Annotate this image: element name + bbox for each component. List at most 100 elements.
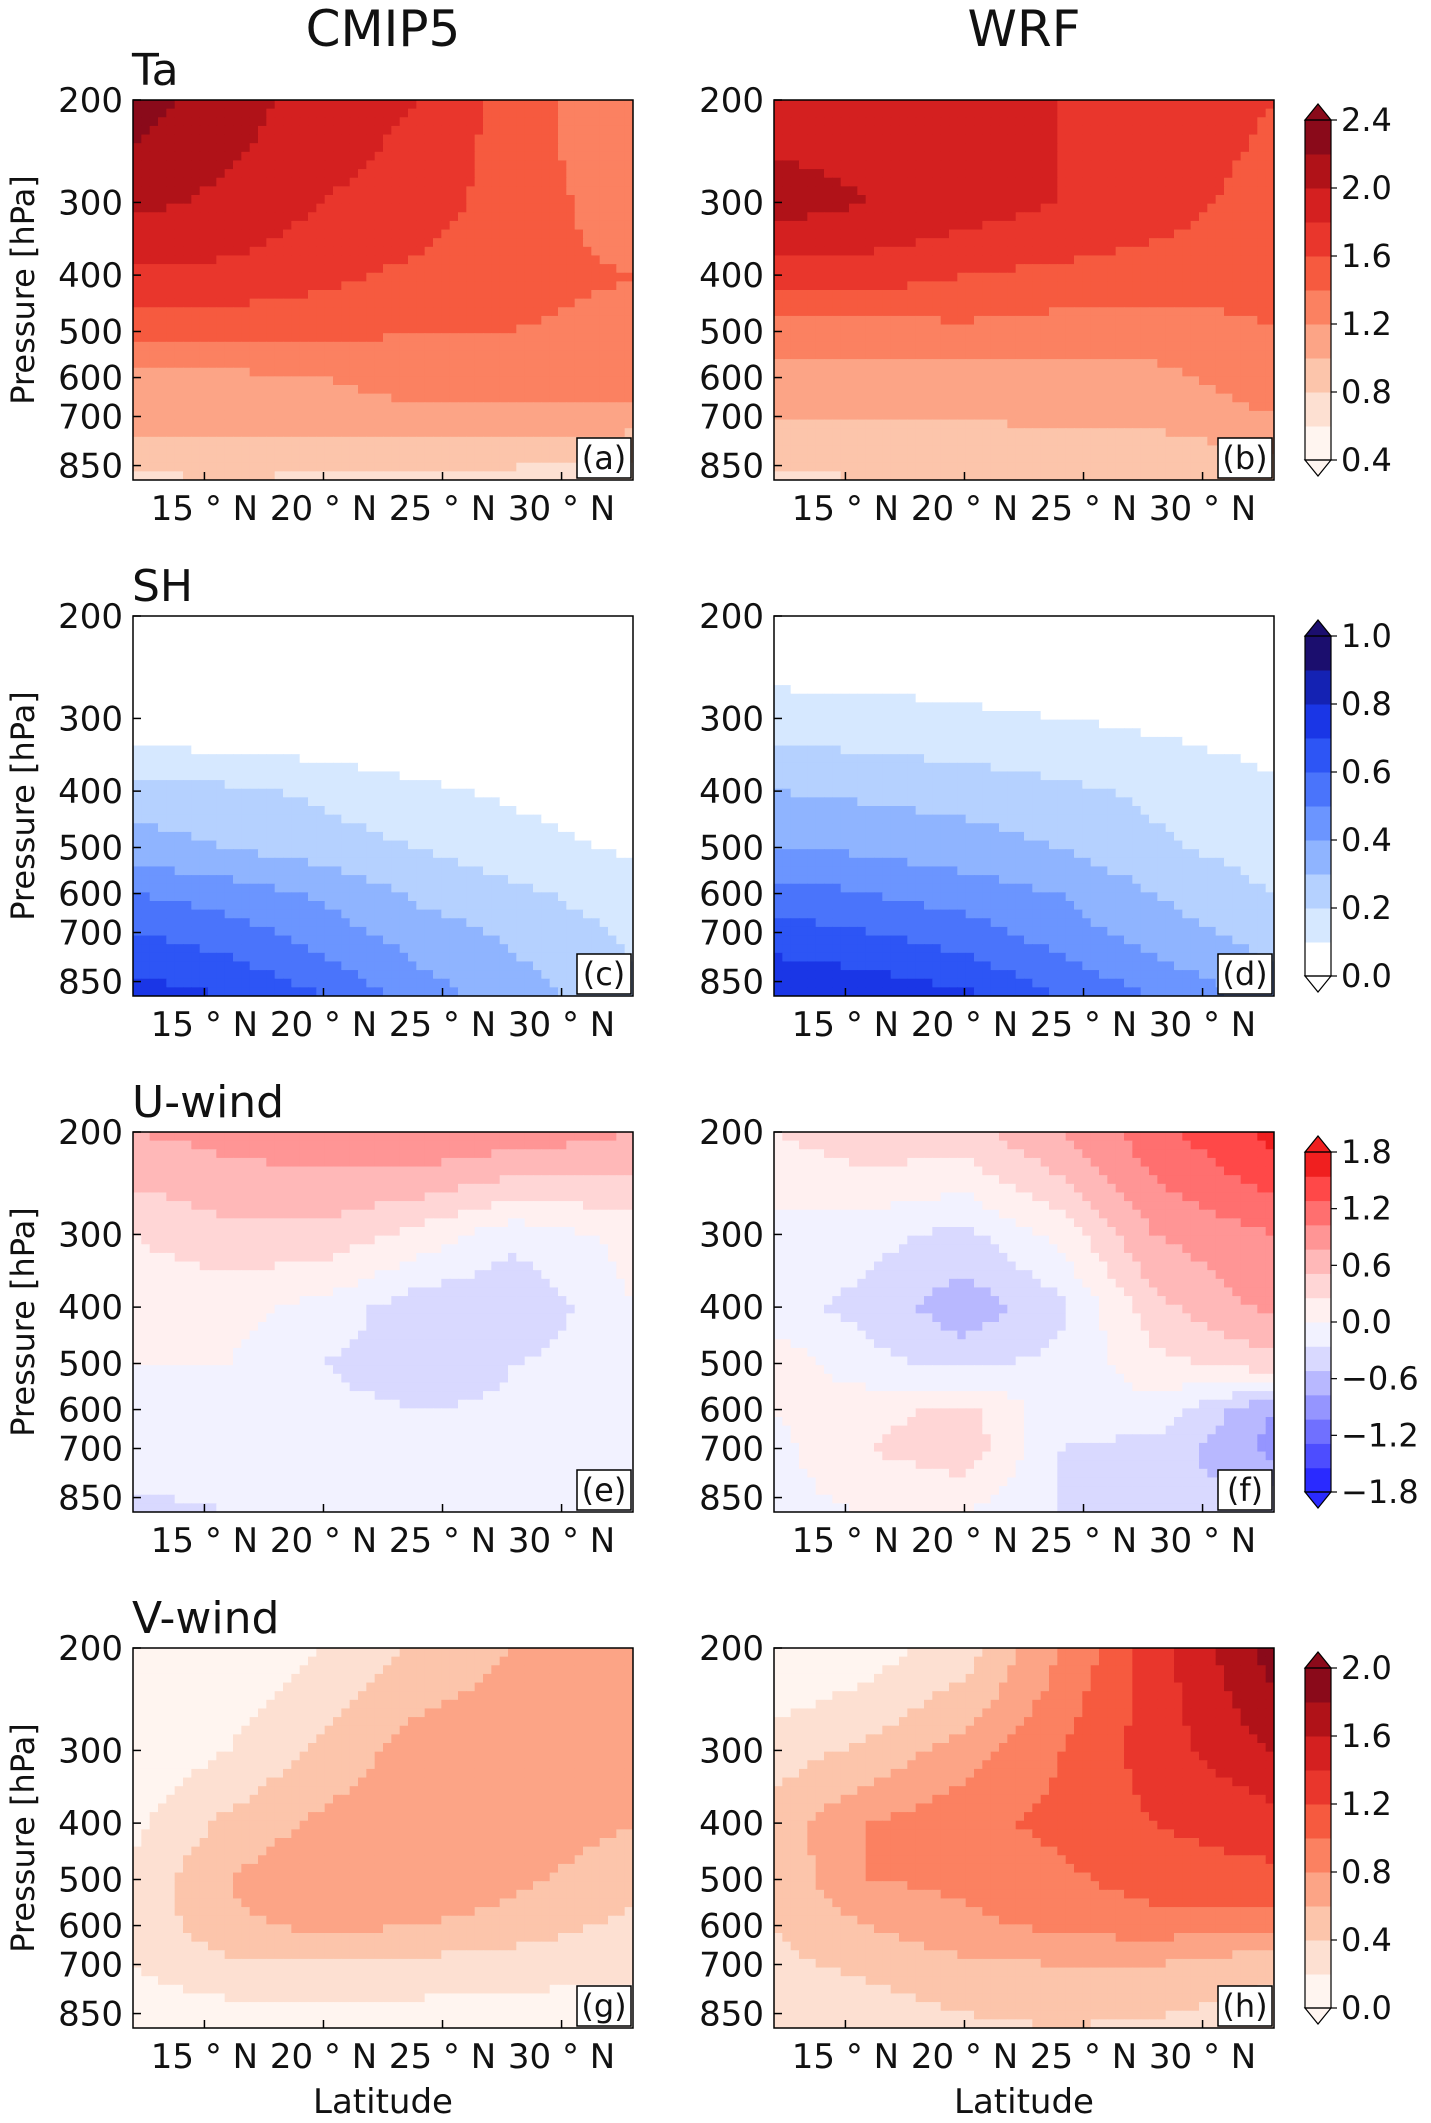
contour-cell [924, 195, 933, 205]
contour-cell [832, 393, 842, 403]
contour-cell [1157, 376, 1167, 386]
contour-cell [1232, 151, 1242, 162]
contour-cell [1082, 307, 1092, 317]
contour-cell [932, 341, 942, 352]
contour-cell [849, 350, 858, 360]
contour-cell [1107, 402, 1117, 412]
contour-cell [932, 220, 942, 231]
contour-cell [782, 177, 792, 187]
contour-cell [899, 410, 908, 421]
contour-cell [1240, 307, 1250, 317]
contour-cell [1099, 376, 1108, 386]
contour-cell [982, 186, 992, 196]
contour-cell [483, 298, 492, 308]
contour-cell [224, 220, 234, 231]
contour-cell [1265, 203, 1274, 213]
contour-cell [591, 290, 601, 300]
contour-cell [815, 428, 825, 438]
contour-cell [508, 359, 517, 369]
contour-cell [591, 385, 601, 395]
contour-cell [474, 445, 484, 455]
contour-cell [458, 471, 467, 480]
contour-cell [624, 108, 633, 118]
contour-cell [208, 108, 217, 118]
contour-cell [349, 195, 359, 205]
contour-cell [874, 428, 883, 438]
contour-cell [458, 402, 467, 412]
contour-cell [258, 350, 267, 360]
contour-cell [915, 117, 925, 127]
contour-cell [558, 471, 567, 480]
contour-cell [1157, 298, 1167, 308]
contour-cell [358, 212, 367, 222]
contour-cell [1090, 255, 1100, 265]
contour-cell [957, 160, 967, 170]
contour-cell [474, 367, 484, 377]
contour-cell [857, 410, 867, 421]
contour-cell [1024, 393, 1033, 403]
contour-cell [907, 410, 917, 421]
contour-cell [1174, 212, 1183, 222]
contour-cell [433, 393, 442, 403]
contour-cell [449, 203, 459, 213]
contour-cell [216, 238, 226, 248]
contour-cell [624, 195, 633, 205]
contour-cell [1207, 281, 1217, 291]
contour-cell [249, 393, 259, 403]
contour-cell [1057, 151, 1067, 162]
contour-cell [915, 220, 925, 231]
contour-cell [466, 385, 476, 395]
contour-cell [1190, 186, 1200, 196]
contour-cell [882, 307, 892, 317]
contour-cell [449, 220, 459, 231]
contour-cell [932, 428, 942, 438]
contour-cell [1232, 376, 1242, 386]
contour-cell [191, 290, 201, 300]
contour-cell [133, 350, 142, 360]
contour-cell [291, 324, 301, 334]
contour-cell [865, 255, 875, 265]
contour-cell [1107, 307, 1117, 317]
contour-cell [1190, 410, 1200, 421]
contour-cell [566, 462, 576, 472]
contour-cell [824, 376, 833, 386]
contour-cell [366, 367, 376, 377]
contour-cell [574, 220, 584, 231]
contour-cell [899, 281, 908, 291]
contour-cell [266, 402, 276, 412]
contour-cell [541, 367, 551, 377]
contour-cell [974, 307, 983, 317]
contour-cell [499, 220, 509, 231]
contour-cell [1265, 108, 1274, 118]
contour-cell [1065, 359, 1075, 369]
contour-cell [591, 264, 601, 274]
contour-cell [1157, 100, 1167, 110]
contour-cell [949, 195, 958, 205]
contour-cell [949, 281, 958, 291]
contour-cell [208, 134, 217, 144]
contour-cell [324, 229, 334, 239]
contour-cell [1157, 341, 1167, 352]
contour-cell [474, 359, 484, 369]
contour-cell [599, 428, 609, 438]
contour-cell [932, 324, 942, 334]
contour-cell [1107, 272, 1117, 282]
contour-cell [1232, 367, 1242, 377]
contour-cell [474, 220, 484, 231]
contour-cell [1182, 246, 1192, 257]
contour-cell [358, 385, 367, 395]
contour-cell [299, 350, 309, 360]
contour-cell [1099, 143, 1108, 153]
contour-cell [433, 298, 442, 308]
contour-cell [1182, 367, 1192, 377]
contour-cell [1132, 177, 1142, 187]
contour-cell [291, 108, 301, 118]
contour-cell [1224, 229, 1233, 239]
contour-cell [491, 436, 501, 447]
contour-cell [807, 169, 817, 179]
contour-cell [1057, 117, 1067, 127]
contour-cell [799, 410, 808, 421]
contour-cell [999, 367, 1008, 377]
contour-cell [1190, 246, 1200, 257]
contour-cell [1115, 186, 1125, 196]
